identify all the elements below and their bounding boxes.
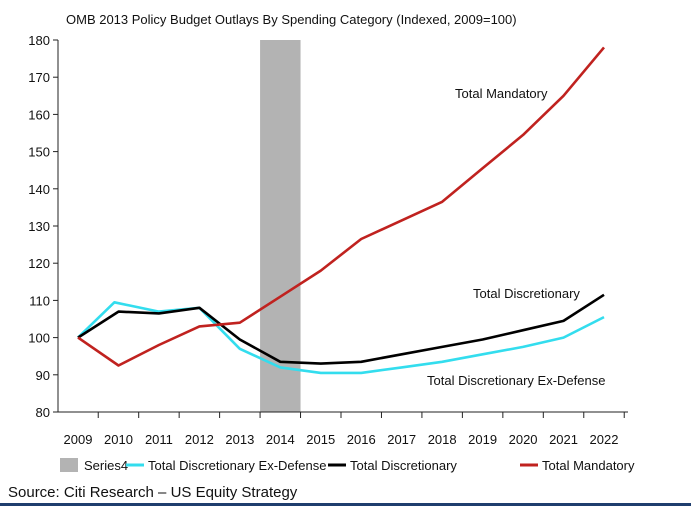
- series-annotation: Total Mandatory: [455, 86, 548, 101]
- legend: Series4 Total Discretionary Ex-Defense Tot…: [60, 458, 635, 473]
- chart-title: OMB 2013 Policy Budget Outlays By Spendi…: [66, 12, 517, 27]
- x-tick-label: 2010: [104, 432, 133, 447]
- legend-swatch: [60, 458, 78, 472]
- shaded-region: [260, 40, 301, 412]
- series-layer: [77, 46, 605, 375]
- x-tick-label: 2015: [306, 432, 335, 447]
- y-tick-label: 170: [28, 70, 50, 85]
- series-annotation: Total Discretionary: [473, 286, 580, 301]
- y-tick-label: 180: [28, 33, 50, 48]
- x-tick-label: 2017: [387, 432, 416, 447]
- x-tick-label: 2020: [509, 432, 538, 447]
- legend-entry: Series4: [84, 458, 128, 473]
- legend-entry: Total Mandatory: [542, 458, 635, 473]
- series-annotation: Total Discretionary Ex-Defense: [427, 373, 605, 388]
- x-tick-label: 2016: [347, 432, 376, 447]
- y-tick-label: 140: [28, 182, 50, 197]
- x-tick-label: 2014: [266, 432, 295, 447]
- series-line-total-discretionary-ex-defense: [77, 300, 605, 375]
- x-tick-label: 2022: [590, 432, 619, 447]
- x-tick-label: 2019: [468, 432, 497, 447]
- annotations: Total Mandatory Total Discretionary Total …: [427, 86, 605, 388]
- series-line-total-mandatory: [77, 46, 605, 367]
- legend-entry: Total Discretionary Ex-Defense: [148, 458, 326, 473]
- y-tick-label: 100: [28, 331, 50, 346]
- x-tick-label: 2021: [549, 432, 578, 447]
- y-tick-label: 110: [29, 293, 50, 308]
- source-note: Source: Citi Research – US Equity Strate…: [8, 484, 298, 501]
- legend-entry: Total Discretionary: [350, 458, 457, 473]
- y-tick-label: 90: [36, 368, 50, 383]
- x-tick-label: 2018: [428, 432, 457, 447]
- axes: 80 90 100 110 120 130 140 150 160 170 180 2009 2010 2…: [28, 33, 628, 447]
- y-tick-label: 160: [28, 107, 50, 122]
- y-tick-label: 130: [28, 219, 50, 234]
- x-tick-label: 2013: [225, 432, 254, 447]
- x-tick-label: 2009: [64, 432, 93, 447]
- x-tick-label: 2012: [185, 432, 214, 447]
- bottom-rule: [0, 503, 691, 506]
- y-tick-label: 120: [28, 256, 50, 271]
- y-tick-label: 150: [28, 145, 50, 160]
- x-tick-label: 2011: [145, 432, 173, 447]
- y-tick-label: 80: [36, 405, 50, 420]
- shaded-region-layer: [260, 40, 301, 412]
- series-line-total-discretionary: [77, 293, 605, 365]
